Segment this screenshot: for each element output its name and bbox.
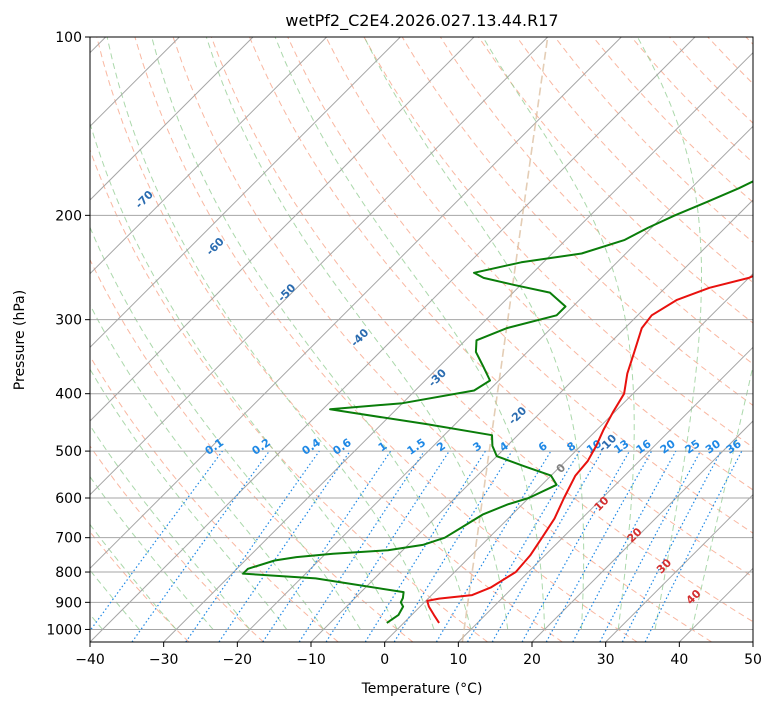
y-tick-label: 200 [55,208,82,224]
mixing-ratio-line [185,450,320,642]
x-axis-title: Temperature (°C) [361,681,483,697]
dry-adiabat-line [516,37,753,284]
dry-adiabat-line [249,37,753,578]
moist-adiabat-line [637,37,702,630]
mixing-ratio-line [90,450,223,632]
mixing-ratio-line [218,450,351,642]
moist-adiabat-line [90,226,361,630]
isotherm-line [90,37,549,496]
moist-adiabat-line [90,569,140,630]
moist-adiabat-line [205,37,509,630]
moist-adiabat-line [363,37,585,630]
mixing-ratio-line [644,450,743,642]
y-tick-label: 800 [55,565,82,581]
moist-adiabat-line [482,37,635,630]
chart-title: wetPf2_C2E4.2026.027.13.44.R17 [285,11,558,31]
y-tick-label: 600 [55,491,82,507]
x-tick-label: 50 [744,652,762,668]
x-tick-label: −20 [223,652,253,668]
mixing-ratio-line [521,450,631,642]
isotherm-line [236,125,753,642]
y-axis-title: Pressure (hPa) [12,290,28,390]
isotherm-line [457,346,753,642]
dry-adiabat-line [172,37,712,642]
y-tick-label: 1000 [46,622,82,638]
y-tick-label: 900 [55,595,82,611]
x-tick-label: 10 [449,652,467,668]
x-tick-label: −30 [149,652,179,668]
x-tick-label: 20 [523,652,541,668]
y-tick-label: 100 [55,30,82,46]
y-tick-label: 400 [55,387,82,403]
x-axis: −40 −30 −20 −10 0 10 20 30 40 50 [75,642,762,668]
moist-adiabat-line [90,475,214,630]
dry-adiabat-line [287,37,753,534]
isotherm-line [90,37,254,201]
mixing-ratio-line [131,450,270,642]
isotherm-line [90,37,696,642]
moist-adiabat-line [90,424,251,630]
dry-adiabat-line [90,445,264,642]
mixing-ratio-line [572,450,677,642]
isotherm-line [310,199,753,642]
mixing-ratio-line [393,450,513,642]
plot-area-grid [90,37,753,642]
isotherm-line [605,493,753,642]
mixing-ratio-line [262,450,392,642]
isotherm-line [90,37,622,570]
isotherm-line [163,51,753,642]
temperature-profile-line [426,275,753,624]
dry-adiabat-line [90,355,339,642]
x-tick-label: −40 [75,652,105,668]
moist-adiabat-line [90,368,288,630]
moist-adiabat-line [90,523,177,630]
y-tick-label: 700 [55,531,82,547]
x-tick-label: 0 [380,652,389,668]
mixing-ratio-line [545,450,653,642]
moist-adiabat-line [106,37,435,630]
x-tick-label: −10 [296,652,326,668]
isotherm-line [384,272,753,642]
profile-layer [242,180,753,624]
dry-adiabat-line [210,37,753,623]
dry-adiabat-line [90,258,414,642]
dewpoint-profile-line [242,180,753,624]
y-axis: 100 200 300 400 500 600 700 800 900 1000 [46,30,90,638]
moist-adiabat-line [691,363,753,630]
moist-adiabat-line [151,37,472,630]
x-tick-label: 40 [670,652,688,668]
reference-curve [461,37,549,642]
moist-adiabat-line [90,121,398,630]
mixing-ratio-line [298,450,425,642]
y-tick-label: 300 [55,313,82,329]
isotherm-line [90,37,475,422]
isotherm-line [90,37,328,275]
x-tick-label: 30 [597,652,615,668]
isotherm-line [531,420,753,642]
y-tick-label: 500 [55,444,82,460]
dry-adiabat-line [96,37,563,642]
isotherm-line [90,37,401,349]
moist-adiabat-line [274,37,546,630]
dry-adiabat-line [134,37,638,642]
mixing-ratio-line [325,450,450,642]
plot-frame [89,36,754,643]
moist-adiabat-line [90,303,325,630]
dry-adiabat-line [325,37,753,491]
